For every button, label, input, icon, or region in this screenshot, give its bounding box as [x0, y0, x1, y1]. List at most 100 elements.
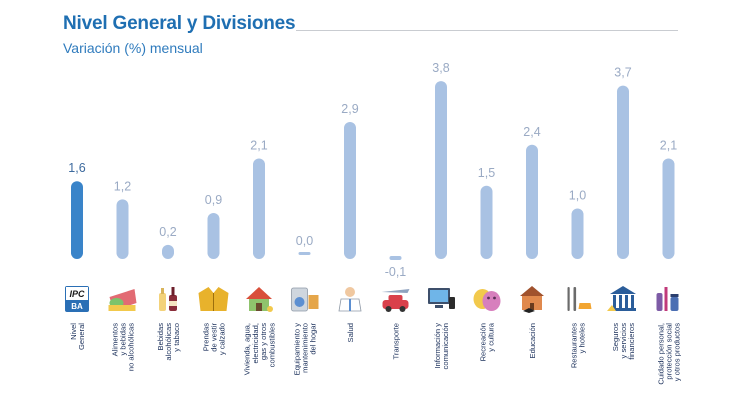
category-label-line: y tabaco: [172, 323, 181, 352]
bar-group: 1,2: [114, 179, 131, 259]
category-label-line: Bebidas: [156, 323, 165, 351]
category-label-line: combustibles: [267, 323, 276, 368]
beer-neck: [161, 288, 164, 294]
house-door: [256, 303, 262, 311]
data-label: 2,1: [250, 138, 267, 152]
school-door: [530, 303, 534, 310]
bank-column: [631, 295, 634, 308]
data-label: 0,9: [205, 193, 222, 207]
doctor-head: [345, 287, 355, 297]
category-label-line: Equipamiento y: [292, 323, 301, 376]
wine-label: [169, 301, 177, 306]
category-label-line: Prendas: [201, 323, 210, 351]
category-label-line: Restaurantes: [569, 323, 578, 368]
category-label: Educación: [528, 323, 537, 358]
monitor-screen: [430, 290, 448, 302]
theater-masks-icon: [473, 289, 501, 311]
category-label-line: y calzado: [218, 323, 227, 355]
category-label-line: y hoteles: [578, 323, 587, 354]
bar-group: 3,7: [614, 66, 632, 260]
plane: [381, 289, 410, 293]
bank-column: [619, 295, 622, 308]
house-roof: [246, 287, 272, 299]
category-label: Alimentos y bebidas no alcohólicas: [110, 323, 135, 371]
school-roof: [520, 286, 544, 296]
bank-icon: [607, 286, 636, 311]
category-label: Recreación y cultura: [478, 322, 495, 361]
bar-group: 2,4: [523, 125, 541, 259]
category-label-line: protección social: [665, 323, 674, 380]
graduation-cap: [523, 308, 535, 313]
bread: [108, 305, 136, 311]
data-label: 2,9: [341, 102, 358, 116]
house-icon: [246, 287, 273, 312]
wine-bottle-icon: [159, 287, 177, 311]
data-label: 3,8: [432, 61, 449, 75]
computer-icon: [428, 288, 455, 309]
category-label-line: Transporte: [392, 323, 401, 359]
bank-roof: [610, 286, 636, 294]
bar-group: 0,2: [159, 225, 177, 259]
bar-group: 2,1: [250, 138, 268, 259]
category-label-line: Alimentos: [110, 323, 119, 357]
bar-group: 3,8: [432, 61, 450, 259]
data-label: 0,0: [296, 234, 313, 248]
machine-door: [294, 297, 305, 307]
category-label-line: gas y otros: [259, 323, 268, 360]
chart-title: Nivel General y Divisiones: [63, 13, 296, 34]
chart-subtitle: Variación (%) mensual: [63, 40, 203, 56]
category-label-line: alcohólicas: [164, 323, 173, 361]
doctor-tie: [349, 299, 351, 311]
school-icon: [520, 286, 544, 313]
mask-eye-left: [487, 296, 490, 300]
data-label: 1,5: [478, 166, 495, 180]
bar: [480, 185, 493, 259]
monitor-stand: [435, 305, 443, 308]
bar: [207, 213, 220, 259]
category-label-line: Vivienda, agua,: [243, 323, 252, 375]
bar-group: 2,9: [341, 102, 359, 259]
category-label: Bebidas alcohólicas y tabaco: [156, 323, 181, 361]
bulb: [267, 306, 273, 312]
bar-group: 2,1: [660, 138, 677, 259]
toolbox: [308, 295, 319, 309]
cosmetic-bottle: [656, 293, 663, 311]
bar: [571, 208, 584, 259]
category-label-line: y bebidas: [119, 323, 128, 356]
mask-tragedy: [482, 291, 501, 311]
bar-group: -0,1: [385, 256, 406, 279]
category-label: Restaurantes y hoteles: [569, 323, 586, 368]
bar-group: 1,0: [569, 189, 586, 259]
category-label-line: Cuidado personal,: [656, 323, 665, 385]
category-label: Equipamiento y mantenimiento del hogar: [292, 323, 317, 376]
category-label-line: y cultura: [487, 322, 496, 351]
bar: [526, 144, 538, 259]
car-plane-icon: [381, 289, 410, 312]
car-wheel-front: [399, 306, 406, 312]
ipc-logo-top: [66, 287, 88, 300]
bar-group: 0,9: [205, 193, 222, 259]
food-basket-icon: [108, 289, 137, 311]
cutlery-icon: [567, 287, 592, 311]
bank-column: [613, 295, 616, 308]
title-divider: [296, 30, 678, 31]
category-label: Nivel General: [69, 323, 86, 350]
ipc-logo-subtext: BA: [71, 302, 83, 311]
category-label-line: de vestir: [210, 323, 219, 352]
category-label: Información y comunicación: [433, 323, 450, 370]
category-label-line: Educación: [528, 323, 537, 358]
category-label-line: electricidad,: [251, 323, 260, 364]
bar: [435, 81, 447, 259]
category-label-line: General: [77, 323, 86, 350]
washing-machine-icon: [291, 287, 319, 312]
cream-lid: [670, 294, 679, 297]
bar: [162, 244, 174, 259]
category-label-line: Seguros: [611, 323, 620, 351]
car-wheel-back: [385, 306, 392, 312]
bar: [617, 85, 629, 260]
category-label: Prendas de vestir y calzado: [201, 323, 226, 356]
wine-neck: [171, 287, 175, 296]
lipstick: [664, 287, 668, 311]
category-label-line: no alcohólicas: [127, 323, 136, 371]
